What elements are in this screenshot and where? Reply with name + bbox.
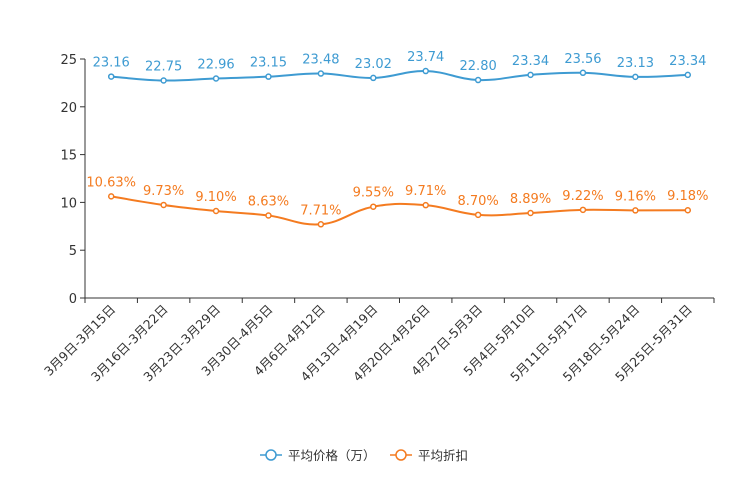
data-label-0: 23.56 [564,52,601,67]
data-label-1: 8.70% [457,194,498,209]
data-point-1 [474,211,482,219]
data-label-0: 23.34 [669,54,706,69]
data-label-1: 9.18% [667,189,708,204]
data-label-1: 9.16% [615,189,656,204]
data-point-0 [212,75,220,82]
legend-marker-1 [395,449,407,461]
legend-marker-0 [265,449,277,461]
data-label-1: 9.10% [195,190,236,205]
data-label-0: 23.48 [302,53,339,68]
data-label-1: 9.55% [353,186,394,201]
data-point-1 [684,206,692,214]
data-point-1 [579,206,587,214]
y-tick-label: 10 [60,196,77,211]
data-point-1 [422,201,429,209]
data-label-0: 22.75 [145,60,182,75]
data-point-1 [212,207,220,215]
data-label-0: 22.80 [460,59,497,74]
data-label-1: 8.63% [248,194,289,209]
data-point-0 [579,69,587,77]
y-tick-label: 15 [60,149,77,164]
data-point-1 [317,221,325,228]
y-tick-label: 20 [60,101,77,116]
data-point-0 [527,71,534,79]
data-label-0: 23.13 [617,56,654,71]
data-point-0 [265,73,272,80]
data-point-0 [107,73,115,80]
data-point-0 [370,74,377,82]
data-label-0: 22.96 [197,58,234,73]
data-point-1 [527,209,534,217]
data-label-0: 23.02 [355,57,392,72]
data-point-1 [370,203,377,210]
data-point-0 [474,76,482,84]
data-point-0 [160,77,167,84]
legend-label-0: 平均价格（万） [288,448,376,463]
data-label-0: 23.34 [512,54,549,69]
data-label-1: 7.71% [300,203,341,218]
y-tick-label: 5 [69,244,77,259]
data-point-1 [265,212,272,219]
data-point-0 [684,71,692,79]
data-point-0 [632,73,639,81]
data-label-1: 8.89% [510,192,551,207]
data-label-0: 23.15 [250,56,287,71]
y-tick-label: 25 [60,53,77,68]
data-label-1: 9.73% [143,184,184,199]
data-point-0 [422,67,429,75]
data-point-0 [317,70,325,77]
data-label-1: 9.22% [562,189,603,204]
data-label-0: 23.16 [93,56,130,71]
data-point-1 [107,193,115,200]
data-point-1 [160,201,167,209]
data-label-1: 10.63% [86,175,136,190]
legend-label-1: 平均折扣 [418,448,468,463]
y-tick-label: 0 [69,292,77,307]
series-line-0 [111,70,688,82]
data-label-0: 23.74 [407,50,444,65]
data-point-1 [632,207,639,214]
data-label-1: 9.71% [405,184,446,199]
series-line-1 [111,195,688,226]
